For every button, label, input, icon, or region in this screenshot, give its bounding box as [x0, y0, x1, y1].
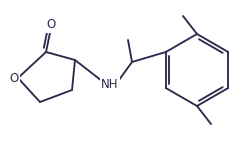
Text: NH: NH — [101, 78, 118, 91]
Text: O: O — [46, 19, 55, 31]
Text: O: O — [9, 71, 19, 85]
